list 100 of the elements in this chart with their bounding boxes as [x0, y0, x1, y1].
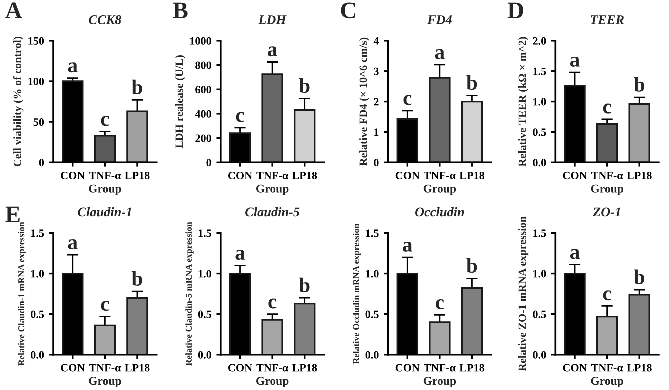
- y-tick-label: 0.0: [533, 159, 546, 167]
- bar: [294, 302, 316, 355]
- y-tick-label: 2.0: [533, 37, 546, 45]
- annotation: a: [68, 62, 78, 73]
- x-tick-label: CON: [396, 364, 420, 372]
- y-tick-label: 3: [374, 68, 379, 76]
- annotation: a: [268, 46, 278, 57]
- y-tick-label: 1.0: [366, 270, 379, 278]
- y-axis-title: LDH realease (U/L): [175, 55, 186, 148]
- bar: [262, 74, 284, 163]
- chart-title: ZO-1: [592, 208, 620, 217]
- annotation: a: [570, 249, 580, 260]
- x-tick-label: CON: [228, 364, 252, 372]
- annotation: b: [132, 271, 142, 286]
- y-tick-label: 1.0: [31, 270, 44, 278]
- x-tick-label: TNF-α: [256, 172, 288, 180]
- annotation: c: [268, 298, 277, 309]
- x-axis-title: Group: [256, 184, 289, 196]
- x-tick-label: LP18: [460, 172, 485, 180]
- y-tick-label: 0.0: [31, 351, 44, 359]
- y-tick-label: 0.0: [198, 351, 212, 359]
- annotation: a: [68, 240, 78, 250]
- x-axis-title: Group: [89, 184, 122, 196]
- chart-title: LDH: [258, 16, 287, 24]
- x-tick-label: LP18: [460, 364, 485, 372]
- y-axis-title: Relative Occludin mRNA expression: [353, 224, 362, 364]
- y-tick-label: 0: [374, 159, 379, 167]
- x-tick-label: CON: [228, 172, 252, 180]
- x-tick-label: TNF-α: [89, 364, 122, 372]
- x-tick-label: TNF-α: [424, 364, 456, 372]
- annotation: b: [634, 77, 645, 92]
- y-tick-label: 1.0: [534, 270, 546, 278]
- y-tick-label: 0.5: [31, 310, 44, 318]
- text: E: [6, 206, 20, 222]
- y-axis-title: Relative TEER (kΩ × m^2): [518, 37, 529, 167]
- annotation: a: [403, 242, 413, 252]
- bar: [461, 288, 484, 355]
- x-tick-label: LP18: [292, 172, 318, 180]
- y-tick-label: 0.5: [533, 128, 546, 136]
- text: C: [341, 2, 356, 19]
- x-tick-label: LP18: [125, 364, 150, 372]
- annotation: a: [570, 56, 580, 67]
- bar: [262, 319, 284, 355]
- bar: [126, 297, 148, 355]
- x-axis-title: Group: [591, 377, 624, 388]
- y-tick-label: 0.0: [533, 351, 546, 359]
- bar: [429, 322, 451, 355]
- text: B: [173, 2, 188, 18]
- y-tick-label: 1.5: [534, 230, 546, 238]
- annotation: c: [236, 112, 244, 122]
- x-axis-title: Group: [424, 184, 456, 196]
- bar: [596, 123, 618, 163]
- annotation: b: [299, 278, 310, 292]
- x-tick-label: TNF-α: [424, 172, 456, 180]
- x-tick-label: LP18: [627, 172, 652, 180]
- chart-title: Claudin-5: [246, 207, 300, 217]
- x-tick-label: LP18: [627, 364, 652, 372]
- text: A: [6, 2, 22, 18]
- x-tick-label: TNF-α: [591, 172, 624, 180]
- x-tick-label: CON: [563, 364, 588, 372]
- annotation: b: [634, 270, 645, 284]
- y-axis-title: Relative FD4 (× 10^6 cm/s): [359, 38, 370, 166]
- y-tick-label: 1.5: [534, 68, 546, 76]
- y-tick-label: 0: [206, 159, 212, 167]
- y-tick-label: 1.0: [198, 270, 212, 278]
- chart-title: TEER: [591, 16, 624, 24]
- y-tick-label: 0.5: [533, 310, 546, 318]
- annotation: a: [435, 49, 445, 60]
- bar: [429, 77, 451, 163]
- bar: [126, 110, 148, 163]
- annotation: b: [299, 78, 310, 94]
- x-tick-label: TNF-α: [89, 172, 122, 180]
- x-axis-title: Group: [89, 377, 122, 388]
- y-axis-title: Relative Claudin-1 mRNA expression: [18, 222, 26, 366]
- y-tick-label: 1000: [190, 37, 212, 45]
- chart-title: FD4: [427, 16, 452, 24]
- x-tick-label: TNF-α: [591, 364, 624, 372]
- y-tick-label: 0: [39, 159, 44, 167]
- y-tick-label: 0.0: [366, 351, 379, 359]
- x-axis-title: Group: [424, 377, 456, 388]
- y-tick-label: 1.5: [366, 230, 379, 238]
- x-tick-label: CON: [61, 172, 86, 180]
- y-tick-label: 50: [34, 118, 44, 126]
- bar: [628, 294, 650, 355]
- y-axis-title: Cell viability (% of control): [13, 36, 24, 167]
- annotation: b: [466, 75, 478, 90]
- x-tick-label: TNF-α: [256, 364, 288, 372]
- annotation: c: [436, 300, 444, 310]
- bar: [461, 100, 484, 163]
- y-tick-label: 2: [374, 98, 379, 106]
- y-tick-label: 4: [374, 37, 380, 45]
- chart-title: CCK8: [89, 16, 122, 24]
- y-tick-label: 800: [196, 62, 212, 70]
- text: D: [508, 2, 524, 18]
- y-tick-label: 1.5: [31, 230, 44, 238]
- annotation: b: [132, 80, 142, 95]
- x-tick-label: CON: [563, 172, 588, 180]
- x-tick-label: CON: [396, 172, 420, 180]
- bar: [294, 109, 316, 163]
- y-tick-label: 400: [195, 110, 212, 118]
